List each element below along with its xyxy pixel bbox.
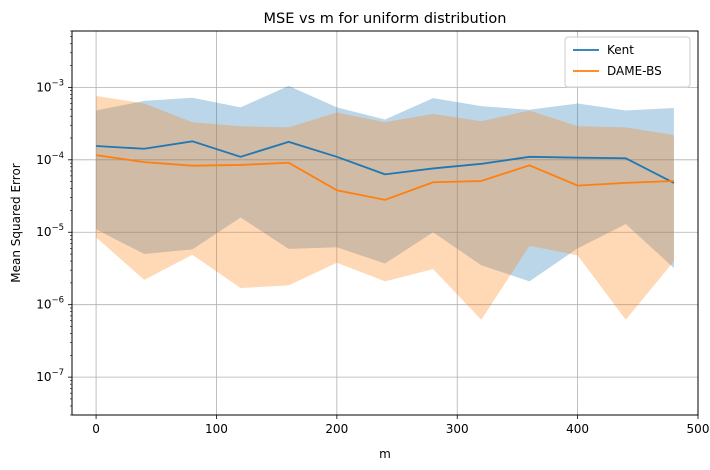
axis-ticks: 0 100 200 300 400 500 10−7 10−6 10−5 10−4 10−3 [36, 30, 710, 436]
chart-title: MSE vs m for uniform distribution [264, 11, 507, 27]
series-lines [95, 140, 675, 201]
y-tick-label: 10−3 [36, 78, 64, 94]
legend: Kent DAME-BS [564, 36, 691, 88]
x-tick-label: 300 [446, 422, 469, 436]
x-tick-label: 200 [325, 422, 348, 436]
y-tick-label: 10−5 [36, 223, 64, 239]
y-tick-label: 10−6 [36, 296, 64, 312]
line-dame-bs [95, 154, 674, 201]
y-axis-label: Mean Squared Error [9, 163, 23, 283]
band-dame-bs [96, 96, 674, 320]
plot-frame [71, 30, 699, 416]
legend-label: Kent [607, 43, 634, 57]
y-tick-label: 10−4 [36, 151, 64, 167]
y-tick-label: 10−7 [36, 368, 64, 384]
x-axis-label: m [379, 447, 391, 461]
error-bands [96, 85, 674, 320]
x-tick-label: 500 [687, 422, 710, 436]
x-tick-label: 400 [566, 422, 589, 436]
line-kent [96, 140, 675, 184]
legend-label: DAME-BS [607, 64, 662, 78]
x-tick-label: 100 [205, 422, 228, 436]
x-tick-label: 0 [92, 422, 100, 436]
band-kent [96, 85, 674, 282]
